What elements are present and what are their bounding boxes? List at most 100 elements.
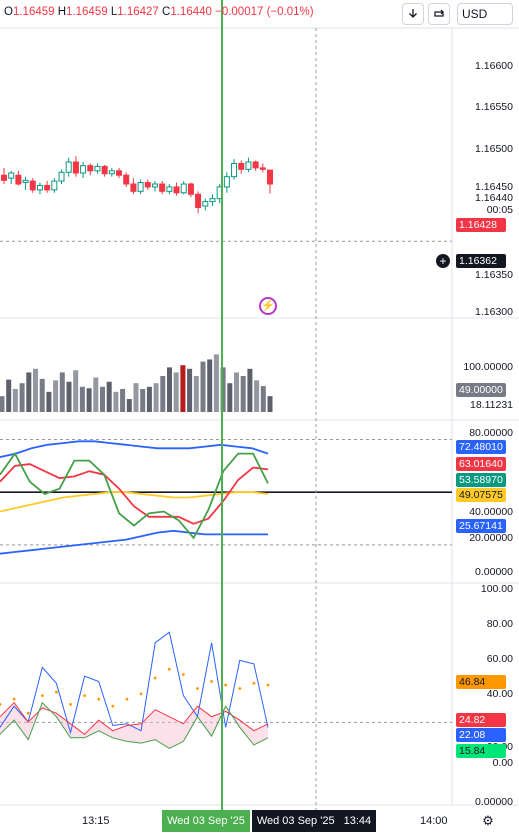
candle-body bbox=[245, 161, 252, 170]
osc1-series-line bbox=[0, 440, 269, 458]
candle-body bbox=[123, 174, 130, 185]
osc2-dot bbox=[196, 687, 199, 690]
osc2-dot bbox=[238, 687, 242, 690]
candle-body bbox=[159, 183, 166, 192]
osc1-series-line bbox=[0, 463, 269, 525]
volume-bar bbox=[66, 381, 72, 412]
close-label: C bbox=[162, 6, 171, 18]
candle-body bbox=[209, 198, 216, 203]
osc2-series-line bbox=[0, 631, 269, 735]
candle-body bbox=[87, 165, 94, 172]
osc2-dot bbox=[12, 697, 16, 701]
osc2-label: 40.00 bbox=[486, 688, 513, 700]
volume-bar bbox=[79, 386, 85, 412]
candle-body bbox=[36, 184, 43, 191]
candle-body bbox=[44, 184, 51, 191]
candle-body bbox=[180, 183, 187, 194]
osc2-badge: 15.84 bbox=[456, 744, 506, 758]
candle-body bbox=[108, 170, 115, 175]
osc1-badge: 49.07575 bbox=[456, 488, 506, 502]
osc2-label: 80.00 bbox=[486, 618, 513, 630]
candle-body bbox=[15, 174, 22, 185]
price-label: 1.16550 bbox=[475, 101, 513, 113]
crosshair-date-label: Wed 03 Sep '25 bbox=[256, 815, 335, 827]
osc2-dot bbox=[181, 673, 185, 676]
osc2-dot bbox=[26, 711, 30, 715]
countdown-label: 00:05 bbox=[486, 204, 513, 216]
settings-button[interactable]: ⚙ bbox=[480, 813, 496, 829]
candle-body bbox=[137, 182, 144, 192]
osc2-dot bbox=[167, 667, 171, 671]
refresh-button[interactable] bbox=[428, 3, 450, 25]
crosshair-time-label: 13:44 bbox=[343, 815, 372, 827]
candle-body bbox=[259, 167, 266, 170]
osc2-dot bbox=[40, 694, 44, 697]
current-price-label: 1.16440 bbox=[475, 192, 513, 204]
osc2-dot bbox=[139, 692, 143, 696]
open-value: 1.16459 bbox=[12, 6, 55, 18]
osc2-dot bbox=[224, 683, 228, 687]
candle-body bbox=[72, 161, 79, 174]
candle-body bbox=[130, 183, 137, 192]
volume-bar bbox=[93, 377, 99, 412]
gear-icon: ⚙ bbox=[482, 813, 494, 828]
refresh-icon bbox=[434, 9, 444, 17]
ohlc-legend: O1.16459 H1.16459 L1.16427 C1.16440 −0.0… bbox=[4, 6, 314, 18]
osc2-label: 100.00 bbox=[480, 583, 513, 595]
volume-bar bbox=[113, 391, 119, 412]
candle-body bbox=[231, 162, 238, 178]
time-label: 14:00 bbox=[420, 815, 448, 827]
volume-bar bbox=[6, 379, 12, 412]
osc1-label: 20.00000 bbox=[469, 532, 513, 544]
osc2-fill-area bbox=[0, 702, 268, 749]
osc2-label: 0.00000 bbox=[475, 796, 513, 808]
candle-body bbox=[187, 183, 194, 195]
volume-bar bbox=[260, 386, 266, 412]
osc2-badge: 46.84 bbox=[456, 675, 506, 689]
osc2-label: 60.00 bbox=[486, 653, 513, 665]
candle-body bbox=[22, 179, 29, 184]
candle-body bbox=[267, 169, 273, 185]
volume-bar bbox=[220, 367, 226, 412]
price-label: 1.16450 bbox=[475, 181, 513, 193]
candle-body bbox=[58, 171, 65, 182]
volume-bar bbox=[180, 365, 186, 412]
osc2-dot bbox=[83, 694, 87, 697]
candle-body bbox=[51, 180, 58, 191]
price-label-partial: 1.16350 bbox=[475, 269, 513, 281]
candle-body bbox=[173, 186, 180, 194]
osc2-dot bbox=[266, 683, 270, 687]
candle-body bbox=[238, 162, 245, 170]
crosshair-plus-button[interactable]: + bbox=[436, 254, 450, 268]
candle-body bbox=[202, 201, 209, 207]
crosshair-time-badge: Wed 03 Sep '25 13:44 bbox=[252, 810, 376, 832]
volume-bar bbox=[173, 372, 179, 412]
candle-body bbox=[252, 161, 259, 169]
volume-bar bbox=[59, 372, 65, 412]
volume-bar bbox=[12, 388, 18, 412]
candle-body bbox=[94, 165, 101, 172]
price-label: 1.16300 bbox=[475, 306, 513, 318]
download-icon bbox=[409, 9, 417, 18]
volume-bar bbox=[140, 388, 146, 412]
osc1-badge: 63.01640 bbox=[456, 457, 506, 471]
volume-label: 100.00000 bbox=[463, 361, 513, 373]
volume-bar bbox=[193, 376, 199, 412]
osc1-series-line bbox=[0, 529, 268, 555]
currency-select[interactable]: USD bbox=[457, 3, 513, 25]
low-value: 1.16427 bbox=[117, 6, 159, 18]
volume-bar bbox=[39, 378, 45, 412]
volume-bar bbox=[227, 383, 233, 412]
download-button[interactable] bbox=[402, 3, 424, 25]
high-value: 1.16459 bbox=[66, 6, 108, 18]
candle-body bbox=[8, 172, 15, 179]
volume-bar bbox=[267, 396, 273, 412]
osc2-dot bbox=[210, 680, 213, 683]
osc2-badge: 24.82 bbox=[456, 713, 506, 727]
lightning-icon[interactable]: ⚡ bbox=[259, 297, 277, 315]
volume-bar bbox=[73, 370, 79, 412]
volume-bar bbox=[33, 368, 38, 412]
volume-bar bbox=[100, 386, 105, 412]
osc1-label: 80.00000 bbox=[469, 427, 513, 439]
